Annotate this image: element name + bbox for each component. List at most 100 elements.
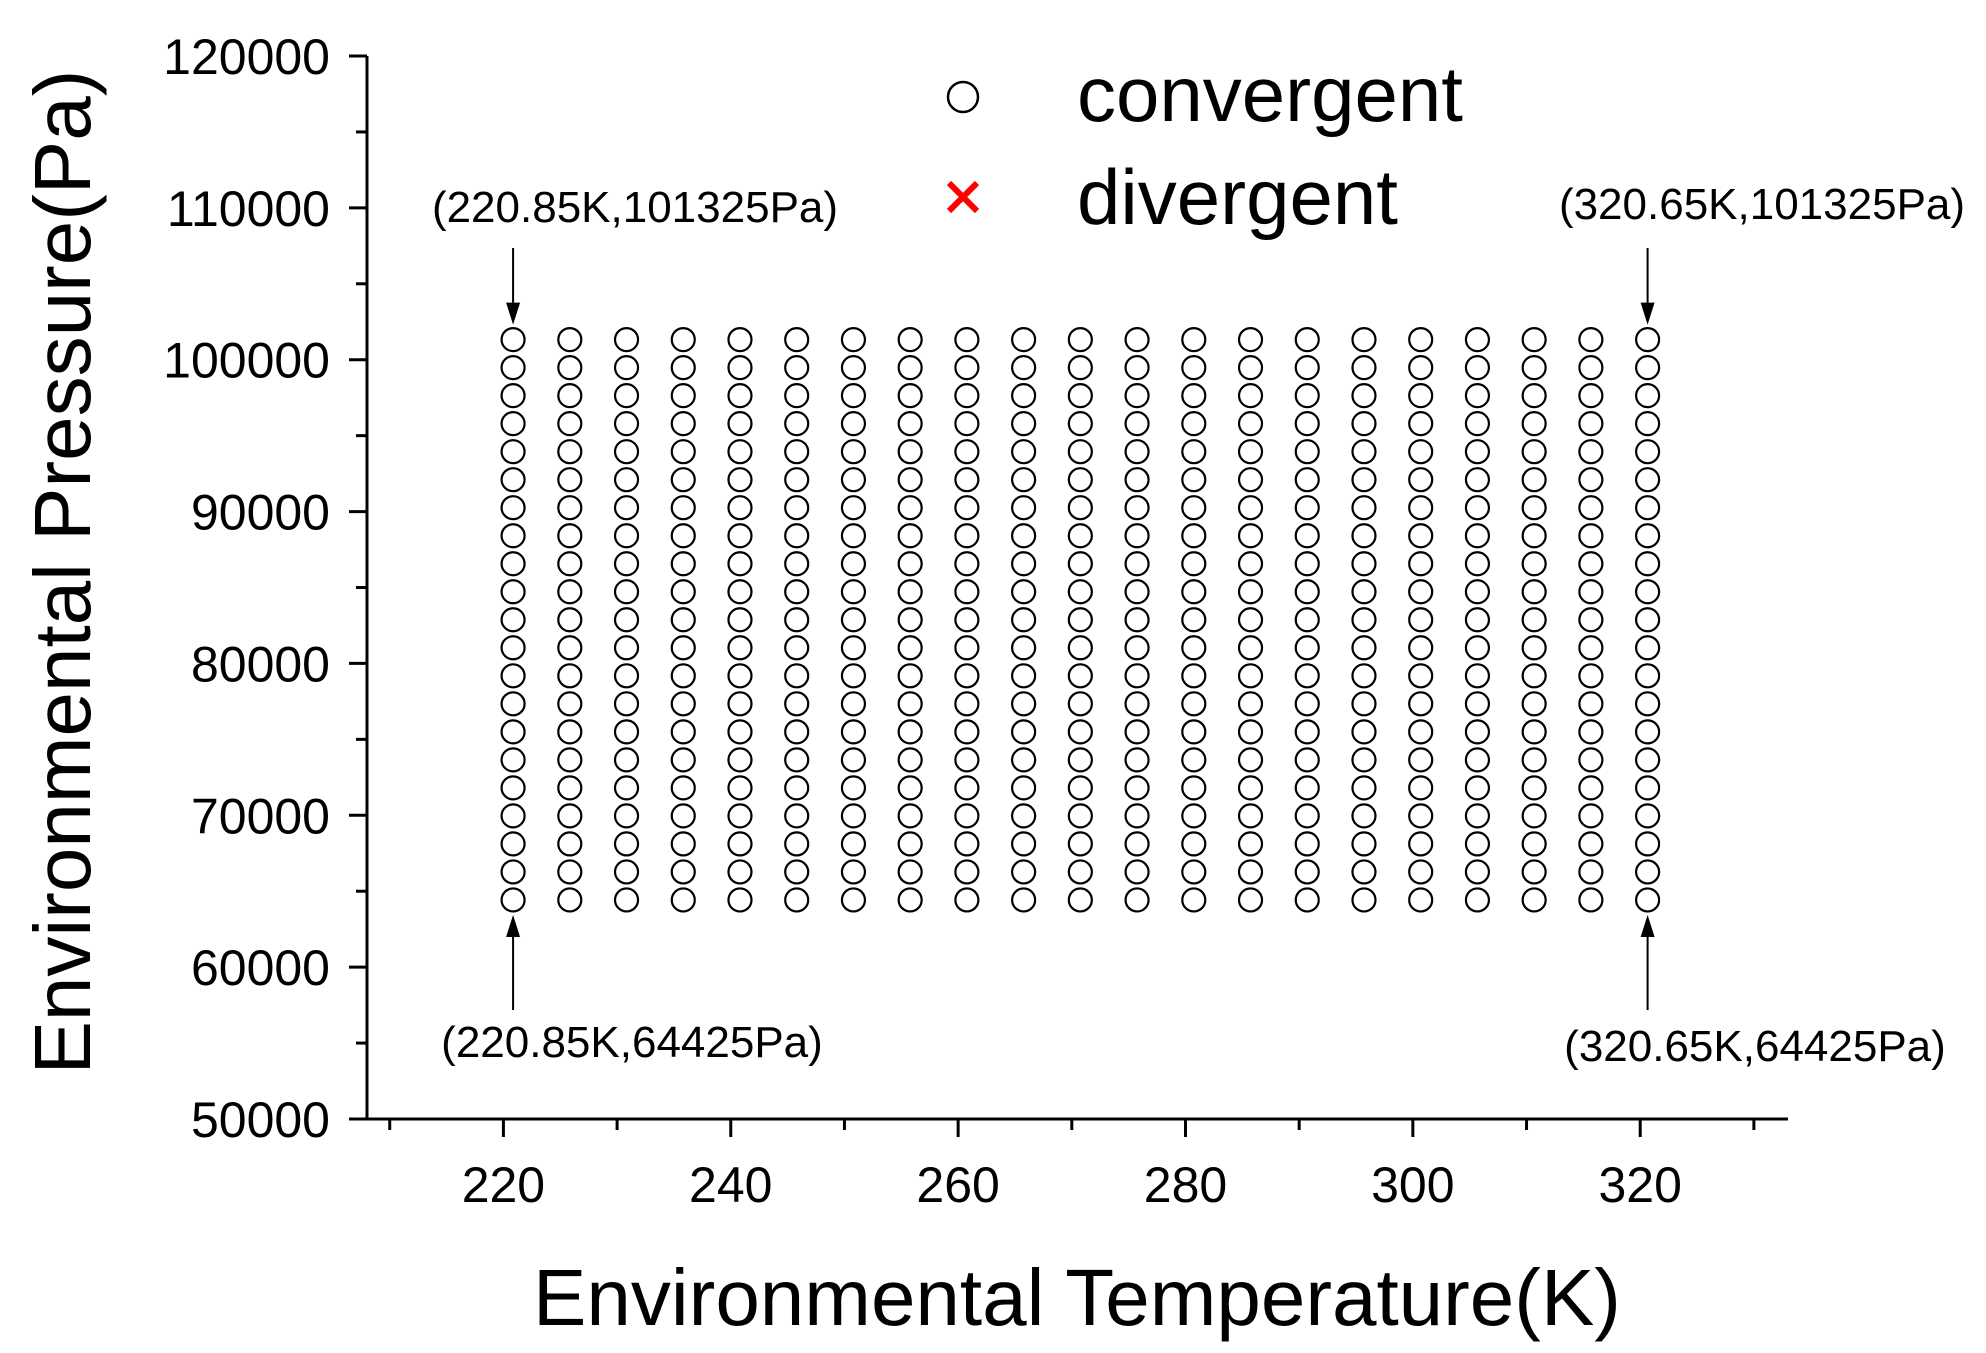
data-point-convergent	[1011, 523, 1037, 549]
data-point-convergent	[1521, 326, 1547, 353]
data-point-convergent	[670, 495, 696, 521]
data-point-convergent	[840, 635, 867, 661]
data-point-convergent	[1521, 635, 1547, 661]
data-point-convergent	[1578, 326, 1604, 353]
data-point-convergent	[1635, 467, 1661, 493]
data-point-convergent	[784, 859, 810, 885]
data-point-convergent	[500, 831, 526, 857]
x-tick-label: 320	[1598, 1157, 1681, 1213]
data-point-convergent	[784, 495, 810, 521]
data-point-convergent	[784, 383, 810, 409]
data-point-convergent	[1578, 495, 1604, 521]
data-point-convergent	[1635, 719, 1661, 745]
data-point-convergent	[1124, 747, 1150, 773]
data-point-convergent	[670, 719, 696, 745]
data-point-convergent	[613, 607, 640, 633]
annotation-label: (220.85K,101325Pa)	[432, 183, 838, 232]
data-point-convergent	[1237, 719, 1264, 745]
data-point-convergent	[1011, 495, 1037, 521]
data-point-convergent	[557, 831, 583, 857]
data-point-convergent	[1521, 859, 1547, 885]
data-point-convergent	[1294, 355, 1320, 381]
data-point-convergent	[784, 355, 810, 381]
x-axis-ticks: 220 240 260 280 300 320	[388, 1119, 1756, 1213]
data-point-convergent	[557, 355, 583, 381]
data-point-convergent	[1181, 775, 1207, 801]
data-point-convergent	[1351, 383, 1377, 409]
annotation-arrow-head	[1640, 914, 1655, 937]
data-point-convergent	[954, 495, 980, 521]
data-point-convergent	[1521, 691, 1547, 717]
data-point-convergent	[1181, 551, 1207, 577]
data-point-convergent	[557, 579, 583, 605]
data-point-convergent	[613, 691, 640, 717]
data-point-convergent	[1464, 831, 1491, 857]
data-point-convergent	[784, 803, 810, 829]
data-point-convergent	[557, 663, 583, 689]
data-point-convergent	[727, 635, 753, 661]
data-point-convergent	[1067, 551, 1093, 577]
x-tick-label: 260	[916, 1157, 999, 1213]
data-point-convergent	[1181, 747, 1207, 773]
data-point-convergent	[500, 495, 526, 521]
data-point-convergent	[1408, 803, 1434, 829]
data-point-convergent	[1011, 747, 1037, 773]
data-point-convergent	[500, 859, 526, 885]
data-point-convergent	[557, 719, 583, 745]
data-point-convergent	[1408, 747, 1434, 773]
data-point-convergent	[1464, 803, 1491, 829]
data-point-convergent	[784, 579, 810, 605]
data-point-convergent	[1181, 523, 1207, 549]
data-point-convergent	[500, 439, 526, 465]
data-point-convergent	[1067, 831, 1093, 857]
data-point-convergent	[1464, 579, 1491, 605]
data-point-convergent	[954, 607, 980, 633]
data-point-convergent	[840, 859, 867, 885]
data-point-convergent	[897, 747, 923, 773]
data-point-convergent	[1124, 887, 1150, 913]
data-point-convergent	[1181, 326, 1207, 353]
data-point-convergent	[1067, 859, 1093, 885]
data-point-convergent	[1408, 551, 1434, 577]
data-point-convergent	[1011, 719, 1037, 745]
data-point-convergent	[727, 747, 753, 773]
data-point-convergent	[840, 326, 867, 353]
data-point-convergent	[670, 747, 696, 773]
data-point-convergent	[1294, 747, 1320, 773]
data-point-convergent	[1237, 635, 1264, 661]
data-point-convergent	[500, 607, 526, 633]
data-point-convergent	[1124, 355, 1150, 381]
data-point-convergent	[1351, 775, 1377, 801]
data-point-convergent	[1635, 551, 1661, 577]
data-point-convergent	[840, 719, 867, 745]
data-point-convergent	[500, 663, 526, 689]
data-point-convergent	[1294, 775, 1320, 801]
annotation-label: (320.65K,64425Pa)	[1564, 1022, 1946, 1071]
data-point-convergent	[840, 439, 867, 465]
data-point-convergent	[670, 579, 696, 605]
data-point-convergent	[897, 803, 923, 829]
data-point-convergent	[500, 719, 526, 745]
data-point-convergent	[1578, 411, 1604, 437]
data-point-convergent	[500, 383, 526, 409]
data-point-convergent	[954, 775, 980, 801]
data-point-convergent	[1521, 411, 1547, 437]
data-point-convergent	[1351, 467, 1377, 493]
data-point-convergent	[954, 411, 980, 437]
data-point-convergent	[1635, 831, 1661, 857]
data-point-convergent	[500, 887, 526, 913]
data-point-convergent	[1181, 691, 1207, 717]
data-point-convergent	[1351, 887, 1377, 913]
data-point-convergent	[727, 551, 753, 577]
data-point-convergent	[670, 439, 696, 465]
data-point-convergent	[897, 859, 923, 885]
data-point-convergent	[1635, 326, 1661, 353]
data-point-convergent	[1464, 326, 1491, 353]
data-point-convergent	[1635, 495, 1661, 521]
data-point-convergent	[613, 859, 640, 885]
data-point-convergent	[1351, 355, 1377, 381]
legend-marker-divergent	[946, 180, 980, 214]
data-point-convergent	[1294, 495, 1320, 521]
data-point-convergent	[1067, 326, 1093, 353]
